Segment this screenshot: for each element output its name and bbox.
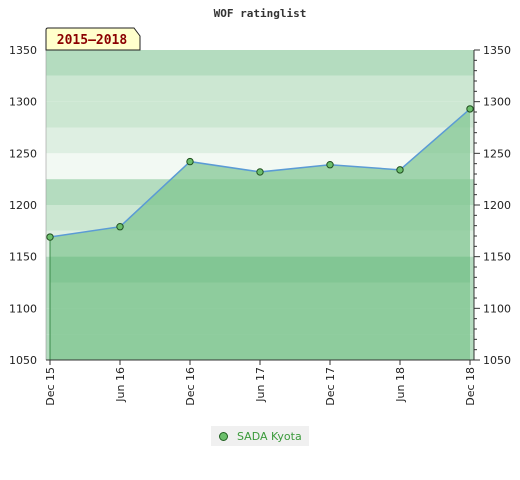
y-tick-label-left: 1050 [9, 354, 37, 367]
y-tick-label-right: 1300 [483, 96, 511, 109]
x-tick-label: Jun 16 [114, 367, 127, 403]
y-tick-label-left: 1200 [9, 199, 37, 212]
data-point [396, 166, 404, 174]
period-badge-shape [45, 27, 141, 51]
x-tick-label: Dec 18 [464, 367, 477, 406]
x-tick-label: Dec 16 [184, 367, 197, 406]
data-point [466, 105, 474, 113]
area-fill [49, 108, 470, 361]
x-tick-label: Dec 17 [324, 367, 337, 406]
y-tick-label-left: 1350 [9, 44, 37, 57]
y-tick-label-left: 1100 [9, 302, 37, 315]
background-band [46, 50, 474, 76]
y-tick-label-right: 1350 [483, 44, 511, 57]
y-tick-label-right: 1250 [483, 147, 511, 160]
data-point [256, 168, 264, 176]
background-band [46, 75, 474, 102]
legend-marker-icon [219, 431, 228, 441]
x-axis: Dec 15 Jun 16 Dec 16 Jun 17 Dec 17 Jun 18 Dec … [44, 359, 477, 406]
period-badge: 2015–2018 [45, 27, 141, 51]
y-tick-label-left: 1250 [9, 147, 37, 160]
area-shade [50, 256, 470, 283]
y-tick-label-right: 1200 [483, 199, 511, 212]
y-tick-label-left: 1300 [9, 96, 37, 109]
y-axis-left: 1050 1100 1150 1200 1250 1300 1350 [9, 44, 47, 367]
y-tick-label-right: 1050 [483, 354, 511, 367]
y-tick-label-right: 1150 [483, 251, 511, 264]
data-point [326, 161, 334, 169]
data-point [46, 233, 54, 241]
background-band [46, 101, 474, 128]
data-points [46, 105, 474, 241]
y-axis-right: 1050 1100 1150 1200 1250 1300 1350 [473, 44, 511, 367]
x-tick-label: Jun 18 [394, 367, 407, 403]
legend[interactable]: SADA Kyota [211, 426, 309, 446]
data-point [116, 223, 124, 231]
y-tick-label-left: 1150 [9, 251, 37, 264]
series-area [50, 108, 470, 361]
x-tick-label: Jun 17 [254, 367, 267, 403]
y-tick-label-right: 1100 [483, 302, 511, 315]
chart-title: WOF ratinglist [214, 7, 307, 20]
legend-label: SADA Kyota [237, 429, 302, 443]
period-badge-text: 2015–2018 [57, 33, 128, 48]
data-point [186, 157, 194, 166]
x-tick-label: Dec 15 [44, 367, 57, 406]
background-band [46, 127, 474, 154]
